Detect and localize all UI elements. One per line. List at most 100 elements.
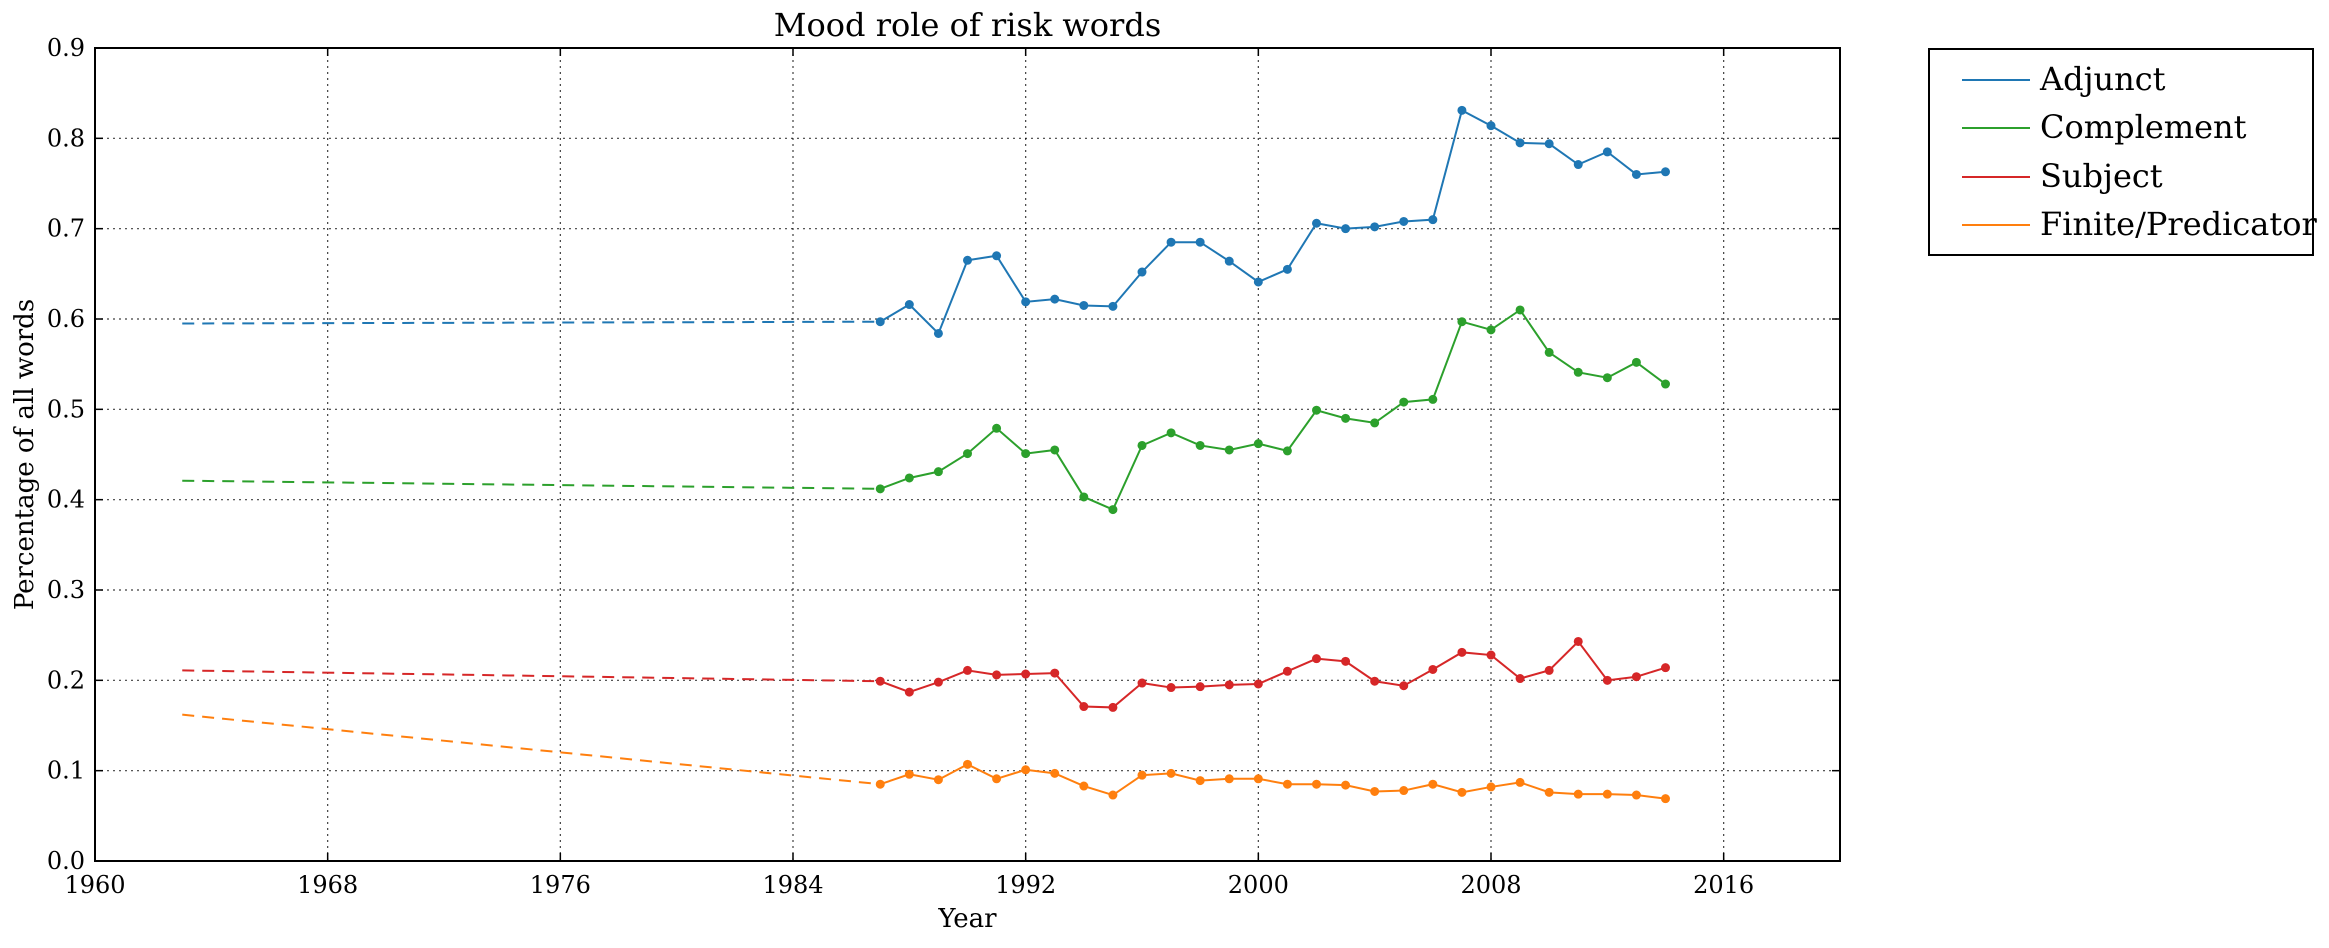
data-point-subject [1486, 650, 1496, 660]
data-point-complement [1544, 347, 1554, 357]
data-point-finite-predicator [875, 779, 885, 789]
legend-label-subject: Subject [2040, 157, 2163, 195]
y-tick-label: 0.4 [47, 486, 85, 514]
data-point-adjunct [1166, 237, 1176, 247]
y-axis-label: Percentage of all words [10, 299, 40, 610]
data-point-finite-predicator [1573, 789, 1583, 799]
x-tick-label: 1984 [762, 871, 823, 899]
x-tick-label: 1976 [530, 871, 591, 899]
data-point-complement [1137, 440, 1147, 450]
data-point-adjunct [1544, 139, 1554, 149]
series-trend-line-adjunct [182, 320, 881, 325]
series-adjunct [182, 105, 1670, 338]
data-point-adjunct [875, 317, 885, 327]
data-point-adjunct [1661, 167, 1670, 177]
data-point-adjunct [1108, 301, 1118, 311]
data-point-adjunct [1631, 169, 1641, 179]
legend-swatch-subject [1962, 176, 2030, 178]
legend-label-finite-predicator: Finite/Predicator [2040, 205, 2317, 243]
data-point-subject [1661, 663, 1670, 673]
data-point-adjunct [1312, 218, 1321, 228]
series-complement [182, 305, 1670, 515]
data-point-adjunct [1486, 121, 1496, 131]
legend-label-complement: Complement [2040, 108, 2247, 146]
data-point-subject [1544, 665, 1554, 675]
data-point-subject [1137, 678, 1147, 688]
data-point-subject [1282, 666, 1292, 676]
y-tick-label: 0.9 [47, 34, 85, 62]
x-tick-label: 2016 [1693, 871, 1754, 899]
x-tick-label: 2000 [1228, 871, 1289, 899]
data-point-adjunct [1602, 147, 1612, 157]
data-point-subject [904, 687, 914, 697]
data-point-subject [1108, 702, 1118, 712]
data-point-finite-predicator [1195, 776, 1205, 786]
data-point-subject [1079, 702, 1089, 712]
x-tick-label: 1960 [64, 871, 125, 899]
x-tick-label: 1968 [297, 871, 358, 899]
data-point-finite-predicator [1486, 782, 1496, 792]
data-point-finite-predicator [1050, 768, 1060, 778]
data-point-adjunct [904, 300, 914, 310]
data-point-finite-predicator [992, 774, 1002, 784]
series-subject [182, 636, 1670, 712]
y-tick-label: 0.6 [47, 305, 85, 333]
data-point-subject [1602, 675, 1612, 685]
data-point-complement [1253, 439, 1263, 449]
data-point-finite-predicator [1224, 774, 1234, 784]
data-point-subject [1428, 664, 1438, 674]
legend-swatch-adjunct [1962, 79, 2030, 81]
legend-item-finite-predicator: Finite/Predicator [1930, 201, 2317, 249]
data-point-adjunct [1282, 264, 1292, 274]
data-point-adjunct [1428, 215, 1438, 225]
data-point-adjunct [1079, 300, 1089, 310]
series-line-complement [879, 308, 1667, 511]
data-point-adjunct [1224, 256, 1234, 266]
data-point-complement [992, 423, 1002, 433]
data-point-complement [1021, 449, 1031, 459]
data-point-adjunct [933, 328, 943, 338]
legend-label-adjunct: Adjunct [2040, 60, 2166, 98]
data-point-finite-predicator [1515, 777, 1525, 787]
y-tick-label: 0.8 [47, 124, 85, 152]
data-point-adjunct [1137, 267, 1147, 277]
data-point-complement [1079, 492, 1089, 502]
data-point-subject [875, 676, 885, 686]
data-point-complement [1457, 317, 1467, 327]
legend-item-subject: Subject [1930, 153, 2312, 201]
data-point-finite-predicator [1631, 790, 1641, 800]
data-point-complement [1486, 325, 1496, 335]
legend-swatch-complement [1962, 127, 2030, 129]
data-point-subject [1341, 656, 1351, 666]
data-point-adjunct [1021, 297, 1031, 307]
y-tick-label: 0.2 [47, 666, 85, 694]
data-point-adjunct [992, 251, 1002, 261]
data-point-finite-predicator [1661, 794, 1670, 804]
x-tick-label: 1992 [995, 871, 1056, 899]
data-point-complement [904, 473, 914, 483]
data-point-adjunct [1370, 222, 1380, 232]
legend: Adjunct Complement Subject Finite/Predic… [1928, 48, 2317, 256]
data-point-complement [1573, 367, 1583, 377]
data-point-complement [1602, 373, 1612, 383]
series-line-finite-predicator [879, 763, 1666, 800]
series-finite-predicator [182, 713, 1670, 804]
data-point-complement [1312, 405, 1321, 415]
data-point-subject [1515, 674, 1525, 684]
y-tick-label: 0.5 [47, 395, 85, 423]
data-point-adjunct [963, 255, 972, 265]
data-point-finite-predicator [1253, 774, 1263, 784]
series-trend-line-finite-predicator [182, 713, 881, 786]
data-point-subject [1195, 682, 1205, 692]
data-point-subject [1631, 672, 1641, 682]
data-point-subject [963, 665, 972, 675]
data-point-finite-predicator [1137, 770, 1147, 780]
data-point-finite-predicator [1399, 786, 1409, 796]
y-tick-label: 0.7 [47, 215, 85, 243]
data-point-adjunct [1341, 224, 1351, 234]
data-point-complement [1661, 379, 1670, 389]
data-point-finite-predicator [1457, 787, 1467, 797]
data-point-complement [1108, 505, 1118, 515]
data-point-subject [1224, 680, 1234, 690]
